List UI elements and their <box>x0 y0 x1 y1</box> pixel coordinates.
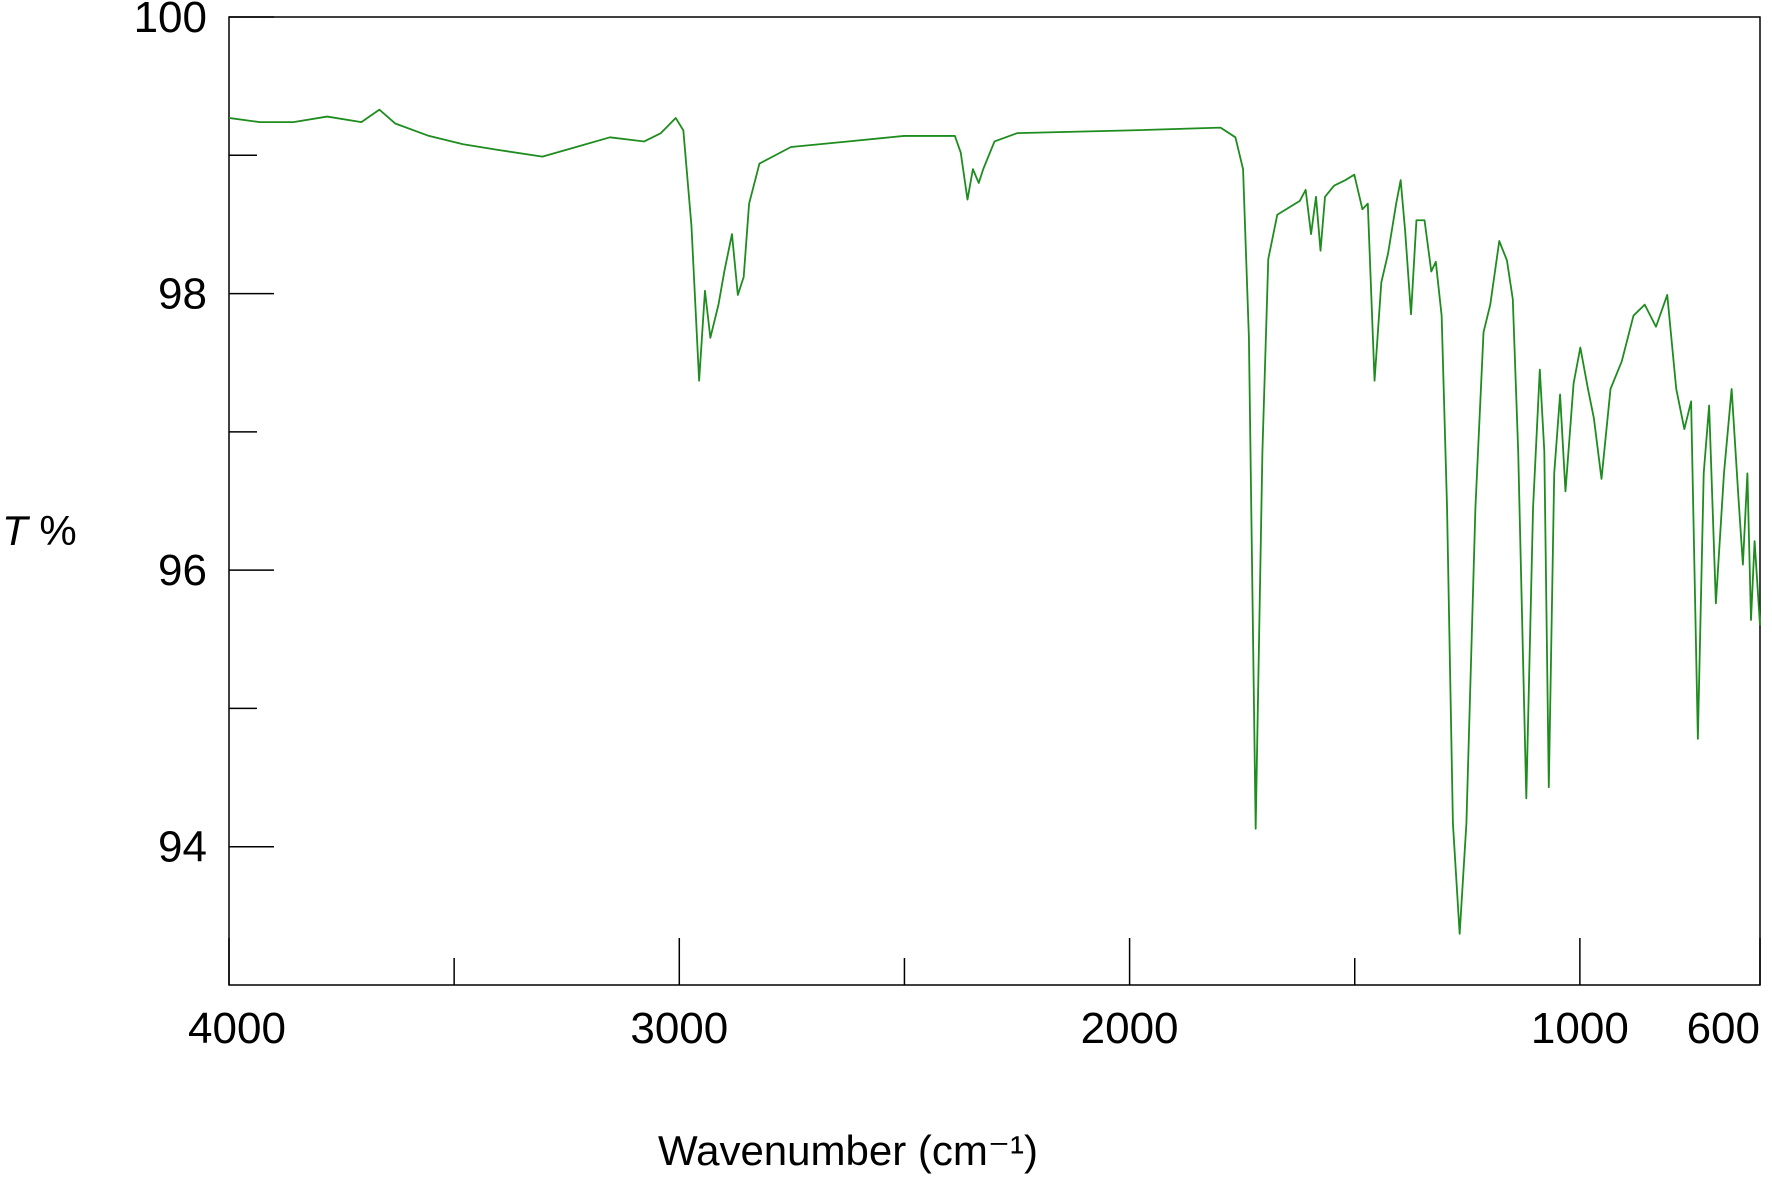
y-tick-label: 100 <box>134 0 207 42</box>
x-tick-label: 1000 <box>1531 1004 1629 1053</box>
x-tick-label: 4000 <box>188 1004 286 1053</box>
y-axis-title: T % <box>2 507 77 554</box>
x-axis-title: Wavenumber (cm⁻¹) <box>658 1127 1038 1174</box>
x-tick-label: 2000 <box>1081 1004 1179 1053</box>
x-tick-label: 3000 <box>630 1004 728 1053</box>
plot-frame <box>228 16 1761 986</box>
y-tick-label: 94 <box>158 823 207 872</box>
y-tick-label: 96 <box>158 546 207 595</box>
spectrum-line <box>228 108 1761 935</box>
y-axis-title-part: % <box>28 507 77 554</box>
y-tick-label: 98 <box>158 270 207 319</box>
x-tick-label: 600 <box>1687 1004 1760 1053</box>
y-axis-title-part: T <box>2 507 31 554</box>
